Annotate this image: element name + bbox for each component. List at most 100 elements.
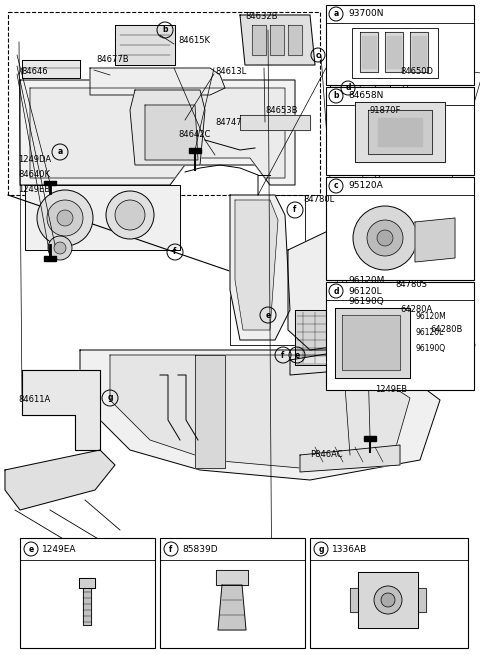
Text: 96120L: 96120L: [415, 328, 444, 337]
Polygon shape: [130, 90, 205, 165]
Polygon shape: [230, 195, 290, 340]
Bar: [160, 538, 305, 648]
Polygon shape: [90, 68, 225, 95]
Polygon shape: [216, 570, 248, 585]
Polygon shape: [22, 370, 100, 450]
Text: f: f: [173, 248, 177, 257]
Text: 1336AB: 1336AB: [332, 544, 367, 553]
Circle shape: [381, 593, 395, 607]
Text: 64280B: 64280B: [430, 325, 462, 334]
Text: 85839D: 85839D: [182, 544, 217, 553]
Text: 96190Q: 96190Q: [415, 344, 445, 353]
Polygon shape: [22, 60, 80, 78]
Polygon shape: [355, 102, 445, 162]
Circle shape: [374, 586, 402, 614]
Text: f: f: [281, 350, 285, 360]
Bar: [326, 282, 474, 390]
Circle shape: [57, 210, 73, 226]
Polygon shape: [364, 436, 376, 441]
Polygon shape: [350, 588, 358, 612]
Polygon shape: [385, 32, 403, 72]
Text: e: e: [28, 544, 34, 553]
Text: 84650D: 84650D: [400, 67, 433, 76]
Text: f: f: [293, 206, 297, 214]
Polygon shape: [360, 32, 378, 72]
Bar: [326, 177, 474, 280]
Polygon shape: [110, 355, 410, 468]
Polygon shape: [20, 80, 295, 185]
Text: 84611A: 84611A: [18, 395, 50, 404]
Circle shape: [353, 206, 417, 270]
Polygon shape: [342, 315, 400, 370]
Text: 84658N: 84658N: [348, 92, 384, 100]
Text: c: c: [316, 50, 320, 60]
Polygon shape: [335, 308, 410, 378]
Polygon shape: [189, 148, 201, 153]
Polygon shape: [418, 588, 426, 612]
Polygon shape: [362, 36, 376, 68]
Polygon shape: [415, 218, 455, 262]
Circle shape: [48, 236, 72, 260]
Text: 96120M
96120L
96190Q: 96120M 96120L 96190Q: [348, 276, 384, 306]
Polygon shape: [295, 310, 435, 365]
Circle shape: [115, 200, 145, 230]
Text: P846AC: P846AC: [310, 450, 343, 459]
Polygon shape: [387, 36, 401, 68]
Text: 1249EB: 1249EB: [375, 385, 407, 394]
Polygon shape: [300, 445, 400, 472]
Circle shape: [47, 200, 83, 236]
Text: 84677B: 84677B: [96, 55, 129, 64]
Polygon shape: [412, 36, 426, 68]
Text: 84613L: 84613L: [215, 67, 246, 76]
Polygon shape: [368, 110, 432, 154]
Text: 91870F: 91870F: [370, 106, 401, 115]
Polygon shape: [145, 105, 198, 160]
Circle shape: [377, 230, 393, 246]
Text: 84653B: 84653B: [265, 106, 298, 115]
Polygon shape: [288, 25, 302, 55]
Text: f: f: [169, 544, 173, 553]
Polygon shape: [378, 118, 422, 146]
Text: 96120M: 96120M: [415, 312, 446, 321]
Polygon shape: [288, 230, 400, 350]
Text: 84780L: 84780L: [303, 195, 334, 204]
Bar: [326, 5, 474, 85]
Circle shape: [37, 190, 93, 246]
Bar: [310, 538, 468, 648]
Text: e: e: [294, 350, 300, 360]
Polygon shape: [235, 200, 278, 330]
Text: 84747: 84747: [215, 118, 241, 127]
Text: 95120A: 95120A: [348, 181, 383, 191]
Text: 1249EB: 1249EB: [18, 185, 50, 194]
Polygon shape: [358, 572, 418, 628]
Text: 1249EA: 1249EA: [42, 544, 76, 553]
Polygon shape: [240, 15, 315, 65]
Polygon shape: [25, 185, 180, 250]
Polygon shape: [330, 30, 390, 100]
Text: g: g: [318, 544, 324, 553]
Text: 84632B: 84632B: [245, 12, 277, 21]
Text: 84615K: 84615K: [178, 36, 210, 45]
Polygon shape: [240, 115, 310, 130]
Circle shape: [355, 110, 365, 120]
Polygon shape: [44, 256, 56, 261]
Circle shape: [106, 191, 154, 239]
Polygon shape: [252, 25, 266, 55]
Text: e: e: [265, 310, 271, 320]
Circle shape: [54, 242, 66, 254]
Bar: [326, 87, 474, 175]
Text: 84646: 84646: [21, 67, 48, 76]
Polygon shape: [195, 355, 225, 468]
Text: 84642C: 84642C: [178, 130, 210, 139]
Polygon shape: [218, 585, 246, 630]
Polygon shape: [290, 330, 475, 375]
Text: a: a: [334, 10, 338, 18]
Circle shape: [367, 220, 403, 256]
Polygon shape: [270, 25, 284, 55]
Text: 84780S: 84780S: [395, 280, 427, 289]
Polygon shape: [5, 450, 115, 510]
Circle shape: [351, 106, 369, 124]
Text: 64280A: 64280A: [400, 305, 432, 314]
Bar: [8, 12, 320, 195]
Text: g: g: [107, 394, 113, 403]
